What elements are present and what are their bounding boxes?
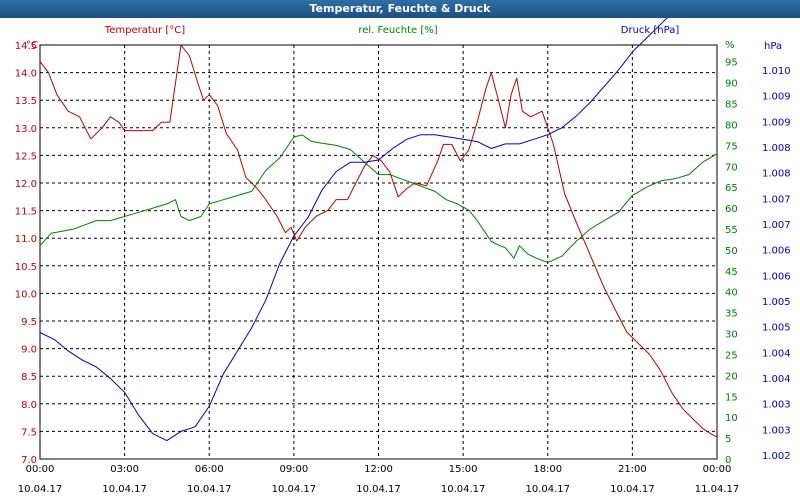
- window-title: Temperatur, Feuchte & Druck: [0, 0, 800, 18]
- temperature-tick-label: 14.5: [15, 41, 37, 52]
- humidity-tick-label: 45: [725, 267, 738, 278]
- temperature-tick-label: 11.0: [15, 234, 37, 245]
- temperature-tick-label: 14.0: [15, 69, 37, 80]
- x-tick-date-label: 10.04.17: [441, 484, 486, 495]
- pressure-tick-label: 1.006: [762, 271, 791, 282]
- humidity-unit-label: %: [725, 40, 735, 51]
- x-tick-date-label: 10.04.17: [525, 484, 570, 495]
- humidity-tick-label: 30: [725, 330, 738, 341]
- chart-labels: 00:00 10.04.17 03:00 10.04.17 06:00 10.04.17 0…: [15, 25, 791, 495]
- temperature-tick-label: 8.0: [21, 400, 37, 411]
- temperature-tick-label: 10.0: [15, 289, 37, 300]
- humidity-tick-label: 5: [725, 434, 731, 445]
- pressure-tick-label: 1.004: [762, 374, 791, 385]
- humidity-tick-label: 70: [725, 162, 738, 173]
- pressure-tick-label: 1.008: [762, 143, 791, 154]
- humidity-tick-label: 10: [725, 413, 738, 424]
- humidity-series-line: [39, 134, 718, 263]
- x-tick-time-label: 15:00: [449, 464, 478, 475]
- pressure-series-line: [39, 18, 668, 442]
- humidity-tick-label: 65: [725, 183, 738, 194]
- temperature-tick-label: 13.0: [15, 124, 37, 135]
- temperature-tick-label: 12.0: [15, 179, 37, 190]
- pressure-unit-label: hPa: [764, 41, 782, 52]
- humidity-tick-label: 85: [725, 100, 738, 111]
- humidity-axis-title: rel. Feuchte [%]: [358, 25, 437, 36]
- x-tick-date-label: 11.04.17: [695, 484, 740, 495]
- temperature-tick-label: 8.5: [21, 372, 37, 383]
- x-tick-time-label: 03:00: [110, 464, 139, 475]
- humidity-tick-label: 50: [725, 246, 738, 257]
- pressure-tick-label: 1.002: [762, 451, 791, 462]
- x-tick-time-label: 21:00: [618, 464, 647, 475]
- pressure-tick-label: 1.003: [762, 425, 791, 436]
- x-tick-time-label: 18:00: [533, 464, 562, 475]
- pressure-tick-label: 1.006: [762, 246, 791, 257]
- humidity-tick-label: 80: [725, 120, 738, 131]
- humidity-tick-label: 40: [725, 288, 738, 299]
- temperature-tick-label: 7.0: [21, 455, 37, 466]
- temperature-tick-label: 10.5: [15, 262, 37, 273]
- humidity-tick-label: 25: [725, 350, 738, 361]
- pressure-axis-title: Druck [hPa]: [621, 25, 680, 36]
- pressure-tick-label: 1.005: [762, 297, 791, 308]
- pressure-tick-label: 1.007: [762, 220, 791, 231]
- chart: 00:00 10.04.17 03:00 10.04.17 06:00 10.04.17 0…: [15, 18, 791, 495]
- pressure-tick-label: 1.010: [762, 66, 791, 77]
- x-tick-date-label: 10.04.17: [187, 484, 232, 495]
- x-tick-time-label: 12:00: [364, 464, 393, 475]
- x-tick-date-label: 10.04.17: [356, 484, 401, 495]
- pressure-tick-label: 1.009: [762, 92, 791, 103]
- pressure-tick-label: 1.003: [762, 400, 791, 411]
- pressure-tick-label: 1.008: [762, 169, 791, 180]
- humidity-tick-label: 75: [725, 141, 738, 152]
- x-tick-date-label: 10.04.17: [18, 484, 63, 495]
- x-tick-time-label: 00:00: [703, 464, 732, 475]
- humidity-tick-label: 60: [725, 204, 738, 215]
- temperature-tick-label: 9.0: [21, 345, 37, 356]
- humidity-tick-label: 20: [725, 371, 738, 382]
- pressure-tick-label: 1.009: [762, 117, 791, 128]
- pressure-tick-label: 1.007: [762, 194, 791, 205]
- temperature-tick-label: 9.5: [21, 317, 37, 328]
- temperature-tick-label: 12.5: [15, 151, 37, 162]
- humidity-tick-label: 0: [725, 455, 731, 466]
- temperature-tick-label: 7.5: [21, 427, 37, 438]
- pressure-tick-label: 1.005: [762, 323, 791, 334]
- humidity-tick-label: 35: [725, 309, 738, 320]
- temperature-tick-label: 11.5: [15, 207, 37, 218]
- x-tick-time-label: 09:00: [279, 464, 308, 475]
- humidity-tick-label: 90: [725, 79, 738, 90]
- humidity-tick-label: 15: [725, 392, 738, 403]
- pressure-tick-label: 1.004: [762, 348, 791, 359]
- temperature-axis-title: Temperatur [°C]: [104, 25, 185, 36]
- temperature-series-line: [39, 44, 718, 438]
- temperature-tick-label: 13.5: [15, 96, 37, 107]
- x-tick-time-label: 00:00: [26, 464, 55, 475]
- x-tick-date-label: 10.04.17: [610, 484, 655, 495]
- x-tick-date-label: 10.04.17: [102, 484, 147, 495]
- x-tick-date-label: 10.04.17: [272, 484, 317, 495]
- humidity-tick-label: 55: [725, 225, 738, 236]
- x-tick-time-label: 06:00: [195, 464, 224, 475]
- chart-grid: [40, 44, 717, 459]
- temperature-unit-label: °C: [26, 40, 38, 51]
- plot-frame: [39, 44, 718, 460]
- chart-lines: [39, 18, 718, 442]
- humidity-tick-label: 95: [725, 58, 738, 69]
